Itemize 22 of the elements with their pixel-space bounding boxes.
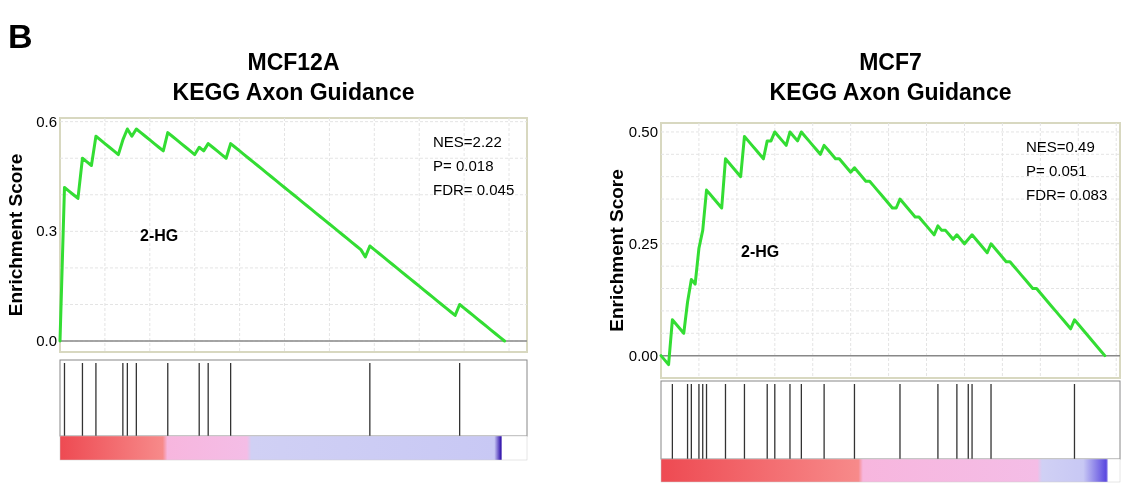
- annotation: P= 0.051: [1026, 162, 1087, 179]
- y-tick-label: 0.0: [36, 332, 57, 350]
- y-tick-label: 0.3: [36, 222, 57, 240]
- annotation: FDR= 0.045: [433, 181, 515, 198]
- annotation: 2-HG: [741, 242, 780, 260]
- text: B: [8, 17, 33, 55]
- y-axis-title: Enrichment Score: [5, 153, 26, 317]
- chart-subtitle: KEGG Axon Guidance: [172, 79, 415, 105]
- chart-title: MCF7: [859, 49, 922, 75]
- y-tick-label: 0.6: [36, 112, 57, 130]
- annotation: NES=2.22: [433, 133, 502, 150]
- annotation: FDR= 0.083: [1026, 186, 1108, 203]
- line-series: [659, 130, 1107, 367]
- chart-title: MCF12A: [247, 49, 340, 75]
- y-axis-title: Enrichment Score: [606, 169, 627, 332]
- y-tick-label: 0.25: [628, 234, 658, 252]
- annotation: 2-HG: [140, 227, 179, 245]
- annotation: NES=0.49: [1026, 138, 1095, 155]
- annotation: P= 0.018: [433, 157, 494, 174]
- y-tick-label: 0.50: [628, 122, 658, 140]
- y-tick-label: 0.00: [628, 346, 658, 364]
- chart-subtitle: KEGG Axon Guidance: [769, 79, 1012, 105]
